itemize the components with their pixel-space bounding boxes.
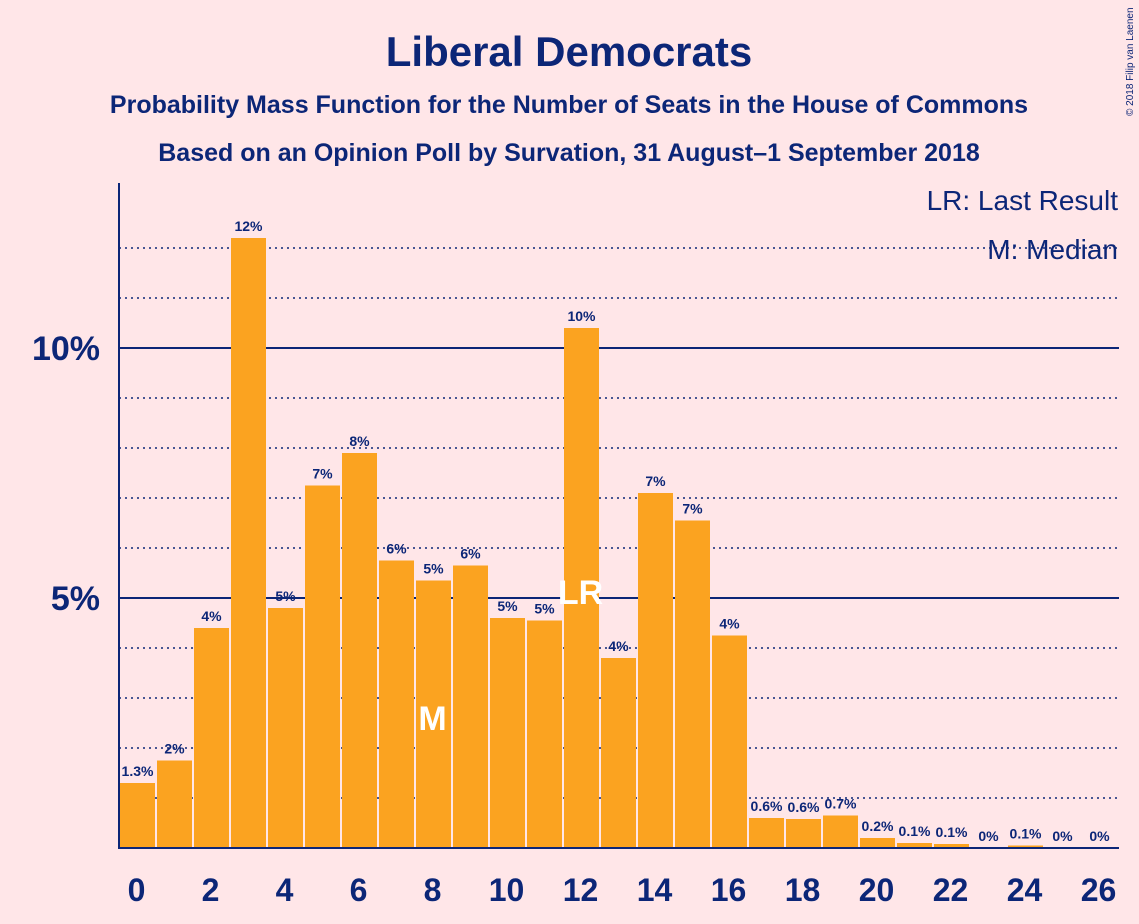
bar xyxy=(120,783,155,848)
data-label: 4% xyxy=(719,616,740,632)
data-label: 7% xyxy=(682,501,703,517)
data-label: 4% xyxy=(608,638,629,654)
chart-title: Liberal Democrats xyxy=(386,28,752,75)
data-label: 12% xyxy=(234,218,263,234)
data-label: 7% xyxy=(645,473,666,489)
bar xyxy=(638,493,673,848)
bars xyxy=(120,238,1043,848)
x-tick-label: 24 xyxy=(1007,872,1043,908)
x-tick-label: 18 xyxy=(785,872,821,908)
bar xyxy=(453,565,488,848)
x-tick-label: 0 xyxy=(128,872,146,908)
data-label: 5% xyxy=(275,588,296,604)
bar xyxy=(786,819,821,848)
bar xyxy=(1008,845,1043,848)
data-label: 8% xyxy=(349,433,370,449)
data-label: 0.1% xyxy=(1010,826,1042,842)
bar xyxy=(342,453,377,848)
data-label: 0.6% xyxy=(751,798,783,814)
data-label: 0% xyxy=(1089,828,1110,844)
copyright-text: © 2018 Filip van Laenen xyxy=(1125,7,1136,116)
markers: M LR xyxy=(418,574,603,738)
chart-subtitle: Probability Mass Function for the Number… xyxy=(110,91,1028,119)
data-label: 0.7% xyxy=(825,796,857,812)
data-labels: 1.3% 2% 4% 12% 5% 7% 8% 6% 5% 6% 5% 5% 10% 4% 7% 7% 4% 0.… xyxy=(122,218,1111,844)
legend-last-result: LR: Last Result xyxy=(927,185,1119,216)
bar xyxy=(564,328,599,848)
x-tick-label: 4 xyxy=(276,872,294,908)
x-tick-label: 6 xyxy=(350,872,368,908)
bar xyxy=(823,815,858,848)
data-label: 0.1% xyxy=(899,823,931,839)
x-tick-label: 22 xyxy=(933,872,969,908)
data-label: 5% xyxy=(534,601,555,617)
data-label: 5% xyxy=(423,561,444,577)
data-label: 1.3% xyxy=(122,763,154,779)
median-marker: M xyxy=(418,700,446,738)
data-label: 0% xyxy=(1052,828,1073,844)
x-tick-label: 8 xyxy=(424,872,442,908)
x-tick-label: 20 xyxy=(859,872,895,908)
x-axis-ticks: 0 2 4 6 8 10 12 14 16 18 20 22 24 26 xyxy=(128,872,1117,908)
data-label: 2% xyxy=(164,741,185,757)
data-label: 7% xyxy=(312,466,333,482)
chart-subtitle-2: Based on an Opinion Poll by Survation, 3… xyxy=(158,139,980,167)
x-tick-label: 10 xyxy=(489,872,525,908)
bar xyxy=(490,618,525,848)
bar xyxy=(231,238,266,848)
bar xyxy=(897,843,932,848)
bar xyxy=(860,838,895,848)
data-label: 4% xyxy=(201,608,222,624)
bar xyxy=(379,560,414,848)
bar xyxy=(712,635,747,848)
bar xyxy=(268,608,303,848)
bar xyxy=(601,658,636,848)
bar xyxy=(305,485,340,848)
y-tick-label: 5% xyxy=(51,580,100,618)
data-label: 0.1% xyxy=(936,824,968,840)
last-result-marker: LR xyxy=(558,574,603,612)
data-label: 6% xyxy=(386,541,407,557)
data-label: 0.6% xyxy=(788,799,820,815)
legend-median: M: Median xyxy=(987,234,1118,265)
bar xyxy=(749,818,784,848)
y-tick-label: 10% xyxy=(32,330,100,368)
data-label: 10% xyxy=(567,308,596,324)
data-label: 0.2% xyxy=(862,818,894,834)
bar xyxy=(934,844,969,848)
x-tick-label: 26 xyxy=(1081,872,1117,908)
bar xyxy=(527,620,562,848)
x-tick-label: 16 xyxy=(711,872,747,908)
x-tick-label: 14 xyxy=(637,872,673,908)
bar xyxy=(194,628,229,848)
bar xyxy=(416,580,451,848)
data-label: 5% xyxy=(497,598,518,614)
data-label: 6% xyxy=(460,546,481,562)
bar xyxy=(675,520,710,848)
x-tick-label: 2 xyxy=(202,872,220,908)
y-axis-ticks: 5% 10% xyxy=(32,330,100,618)
data-label: 0% xyxy=(978,828,999,844)
bar xyxy=(157,760,192,848)
x-tick-label: 12 xyxy=(563,872,599,908)
